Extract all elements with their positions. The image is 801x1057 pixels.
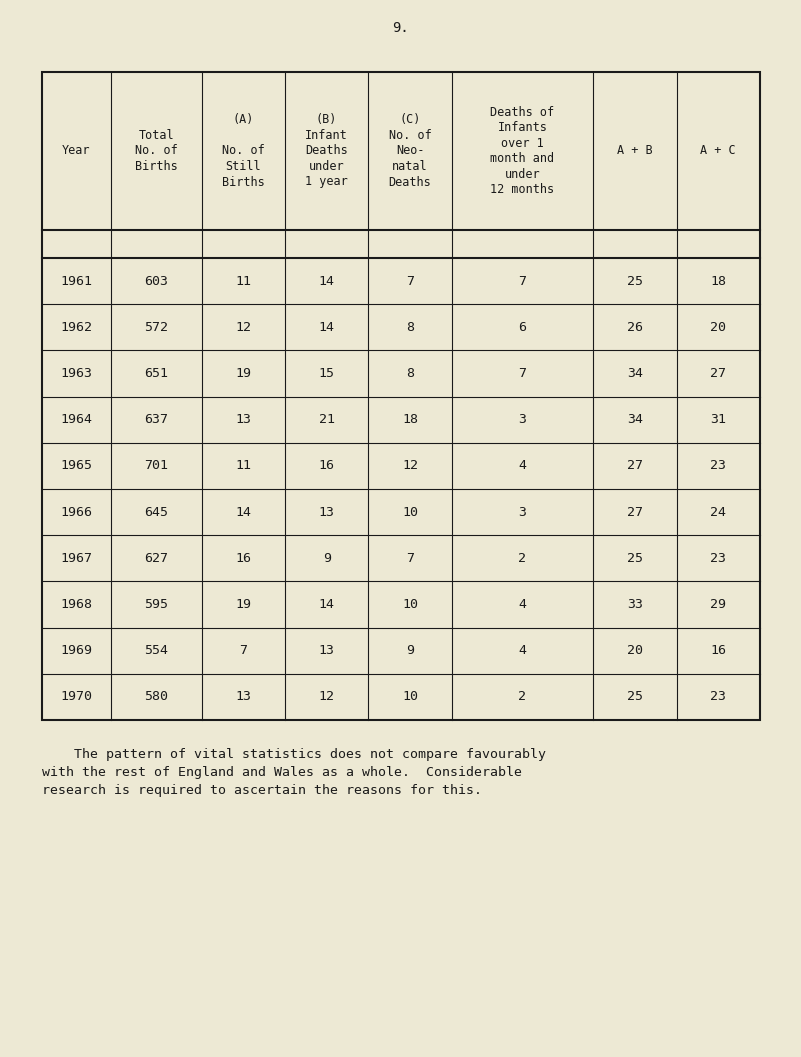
Text: (B)
Infant
Deaths
under
1 year: (B) Infant Deaths under 1 year xyxy=(305,113,348,188)
Text: 14: 14 xyxy=(319,598,335,611)
Text: 2: 2 xyxy=(518,690,526,703)
Text: 7: 7 xyxy=(239,644,248,657)
Text: 25: 25 xyxy=(627,552,643,564)
Text: 1961: 1961 xyxy=(60,275,92,288)
Text: 27: 27 xyxy=(627,505,643,519)
Text: 4: 4 xyxy=(518,644,526,657)
Text: 8: 8 xyxy=(406,367,414,381)
Text: 27: 27 xyxy=(710,367,727,381)
Text: 627: 627 xyxy=(144,552,168,564)
Text: 11: 11 xyxy=(235,275,252,288)
Text: 2: 2 xyxy=(518,552,526,564)
Text: 572: 572 xyxy=(144,321,168,334)
Text: 1965: 1965 xyxy=(60,460,92,472)
Text: Total
No. of
Births: Total No. of Births xyxy=(135,129,178,173)
Text: 1963: 1963 xyxy=(60,367,92,381)
Text: 33: 33 xyxy=(627,598,643,611)
Text: 23: 23 xyxy=(710,690,727,703)
Text: 19: 19 xyxy=(235,367,252,381)
Text: 13: 13 xyxy=(235,690,252,703)
Text: 651: 651 xyxy=(144,367,168,381)
Text: 21: 21 xyxy=(319,413,335,426)
Text: 10: 10 xyxy=(402,598,418,611)
Text: 1967: 1967 xyxy=(60,552,92,564)
Text: 25: 25 xyxy=(627,275,643,288)
Text: 13: 13 xyxy=(319,644,335,657)
Text: 20: 20 xyxy=(627,644,643,657)
Text: 10: 10 xyxy=(402,505,418,519)
Text: A + C: A + C xyxy=(701,145,736,157)
Text: 1970: 1970 xyxy=(60,690,92,703)
Text: 3: 3 xyxy=(518,413,526,426)
Text: 554: 554 xyxy=(144,644,168,657)
Text: 18: 18 xyxy=(710,275,727,288)
Text: 23: 23 xyxy=(710,552,727,564)
Text: 13: 13 xyxy=(319,505,335,519)
Text: Deaths of
Infants
over 1
month and
under
12 months: Deaths of Infants over 1 month and under… xyxy=(490,106,554,197)
Text: 7: 7 xyxy=(518,367,526,381)
Text: 12: 12 xyxy=(319,690,335,703)
Text: 1968: 1968 xyxy=(60,598,92,611)
Text: 4: 4 xyxy=(518,598,526,611)
Text: 34: 34 xyxy=(627,413,643,426)
Text: 12: 12 xyxy=(402,460,418,472)
Text: The pattern of vital statistics does not compare favourably
with the rest of Eng: The pattern of vital statistics does not… xyxy=(42,748,546,797)
Text: 8: 8 xyxy=(406,321,414,334)
Text: 31: 31 xyxy=(710,413,727,426)
Text: (A)

No. of
Still
Births: (A) No. of Still Births xyxy=(222,113,264,188)
Text: 27: 27 xyxy=(627,460,643,472)
Text: 16: 16 xyxy=(710,644,727,657)
Text: 14: 14 xyxy=(235,505,252,519)
Text: 12: 12 xyxy=(235,321,252,334)
Text: 1969: 1969 xyxy=(60,644,92,657)
Text: 13: 13 xyxy=(235,413,252,426)
Text: 645: 645 xyxy=(144,505,168,519)
Text: 6: 6 xyxy=(518,321,526,334)
Text: 595: 595 xyxy=(144,598,168,611)
Text: 7: 7 xyxy=(518,275,526,288)
Text: 701: 701 xyxy=(144,460,168,472)
Text: 24: 24 xyxy=(710,505,727,519)
Text: 7: 7 xyxy=(406,552,414,564)
Text: 4: 4 xyxy=(518,460,526,472)
Text: 15: 15 xyxy=(319,367,335,381)
Text: 1962: 1962 xyxy=(60,321,92,334)
Text: 9: 9 xyxy=(323,552,331,564)
Text: 23: 23 xyxy=(710,460,727,472)
Text: 16: 16 xyxy=(235,552,252,564)
Text: 9.: 9. xyxy=(392,21,409,35)
Text: 603: 603 xyxy=(144,275,168,288)
Text: 19: 19 xyxy=(235,598,252,611)
Text: 29: 29 xyxy=(710,598,727,611)
Text: 14: 14 xyxy=(319,321,335,334)
Text: 18: 18 xyxy=(402,413,418,426)
Bar xyxy=(42,72,760,720)
Text: (C)
No. of
Neo-
natal
Deaths: (C) No. of Neo- natal Deaths xyxy=(388,113,432,188)
Text: 3: 3 xyxy=(518,505,526,519)
Text: 7: 7 xyxy=(406,275,414,288)
Text: 26: 26 xyxy=(627,321,643,334)
Text: 11: 11 xyxy=(235,460,252,472)
Text: 20: 20 xyxy=(710,321,727,334)
Text: 9: 9 xyxy=(406,644,414,657)
Text: 25: 25 xyxy=(627,690,643,703)
Text: 10: 10 xyxy=(402,690,418,703)
Text: 16: 16 xyxy=(319,460,335,472)
Text: 580: 580 xyxy=(144,690,168,703)
Text: 637: 637 xyxy=(144,413,168,426)
Text: 34: 34 xyxy=(627,367,643,381)
Text: 14: 14 xyxy=(319,275,335,288)
Text: 1964: 1964 xyxy=(60,413,92,426)
Text: A + B: A + B xyxy=(617,145,653,157)
Text: 1966: 1966 xyxy=(60,505,92,519)
Text: Year: Year xyxy=(62,145,91,157)
